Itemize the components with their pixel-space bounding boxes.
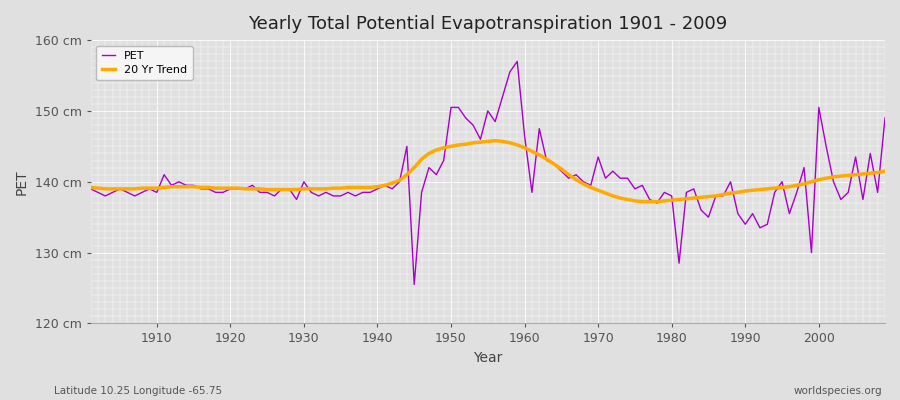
PET xyxy=(622,176,633,181)
Line: PET: PET xyxy=(91,61,885,284)
Y-axis label: PET: PET xyxy=(15,169,29,194)
20 Yr Trend xyxy=(615,196,626,200)
PET xyxy=(350,194,361,198)
PET xyxy=(534,126,544,131)
Text: worldspecies.org: worldspecies.org xyxy=(794,386,882,396)
20 Yr Trend xyxy=(86,185,96,190)
PET xyxy=(409,282,419,287)
20 Yr Trend xyxy=(519,145,530,150)
20 Yr Trend xyxy=(144,186,155,190)
PET xyxy=(306,190,317,195)
PET xyxy=(512,59,523,64)
X-axis label: Year: Year xyxy=(473,351,502,365)
20 Yr Trend xyxy=(350,185,361,190)
PET xyxy=(144,186,155,191)
20 Yr Trend xyxy=(637,199,648,204)
PET xyxy=(879,116,890,120)
20 Yr Trend xyxy=(526,149,537,154)
PET xyxy=(86,186,96,191)
20 Yr Trend xyxy=(879,169,890,174)
Title: Yearly Total Potential Evapotranspiration 1901 - 2009: Yearly Total Potential Evapotranspiratio… xyxy=(248,15,727,33)
20 Yr Trend xyxy=(490,138,500,143)
Text: Latitude 10.25 Longitude -65.75: Latitude 10.25 Longitude -65.75 xyxy=(54,386,222,396)
PET xyxy=(526,190,537,195)
Line: 20 Yr Trend: 20 Yr Trend xyxy=(91,141,885,202)
20 Yr Trend xyxy=(306,186,317,191)
Legend: PET, 20 Yr Trend: PET, 20 Yr Trend xyxy=(96,46,193,80)
